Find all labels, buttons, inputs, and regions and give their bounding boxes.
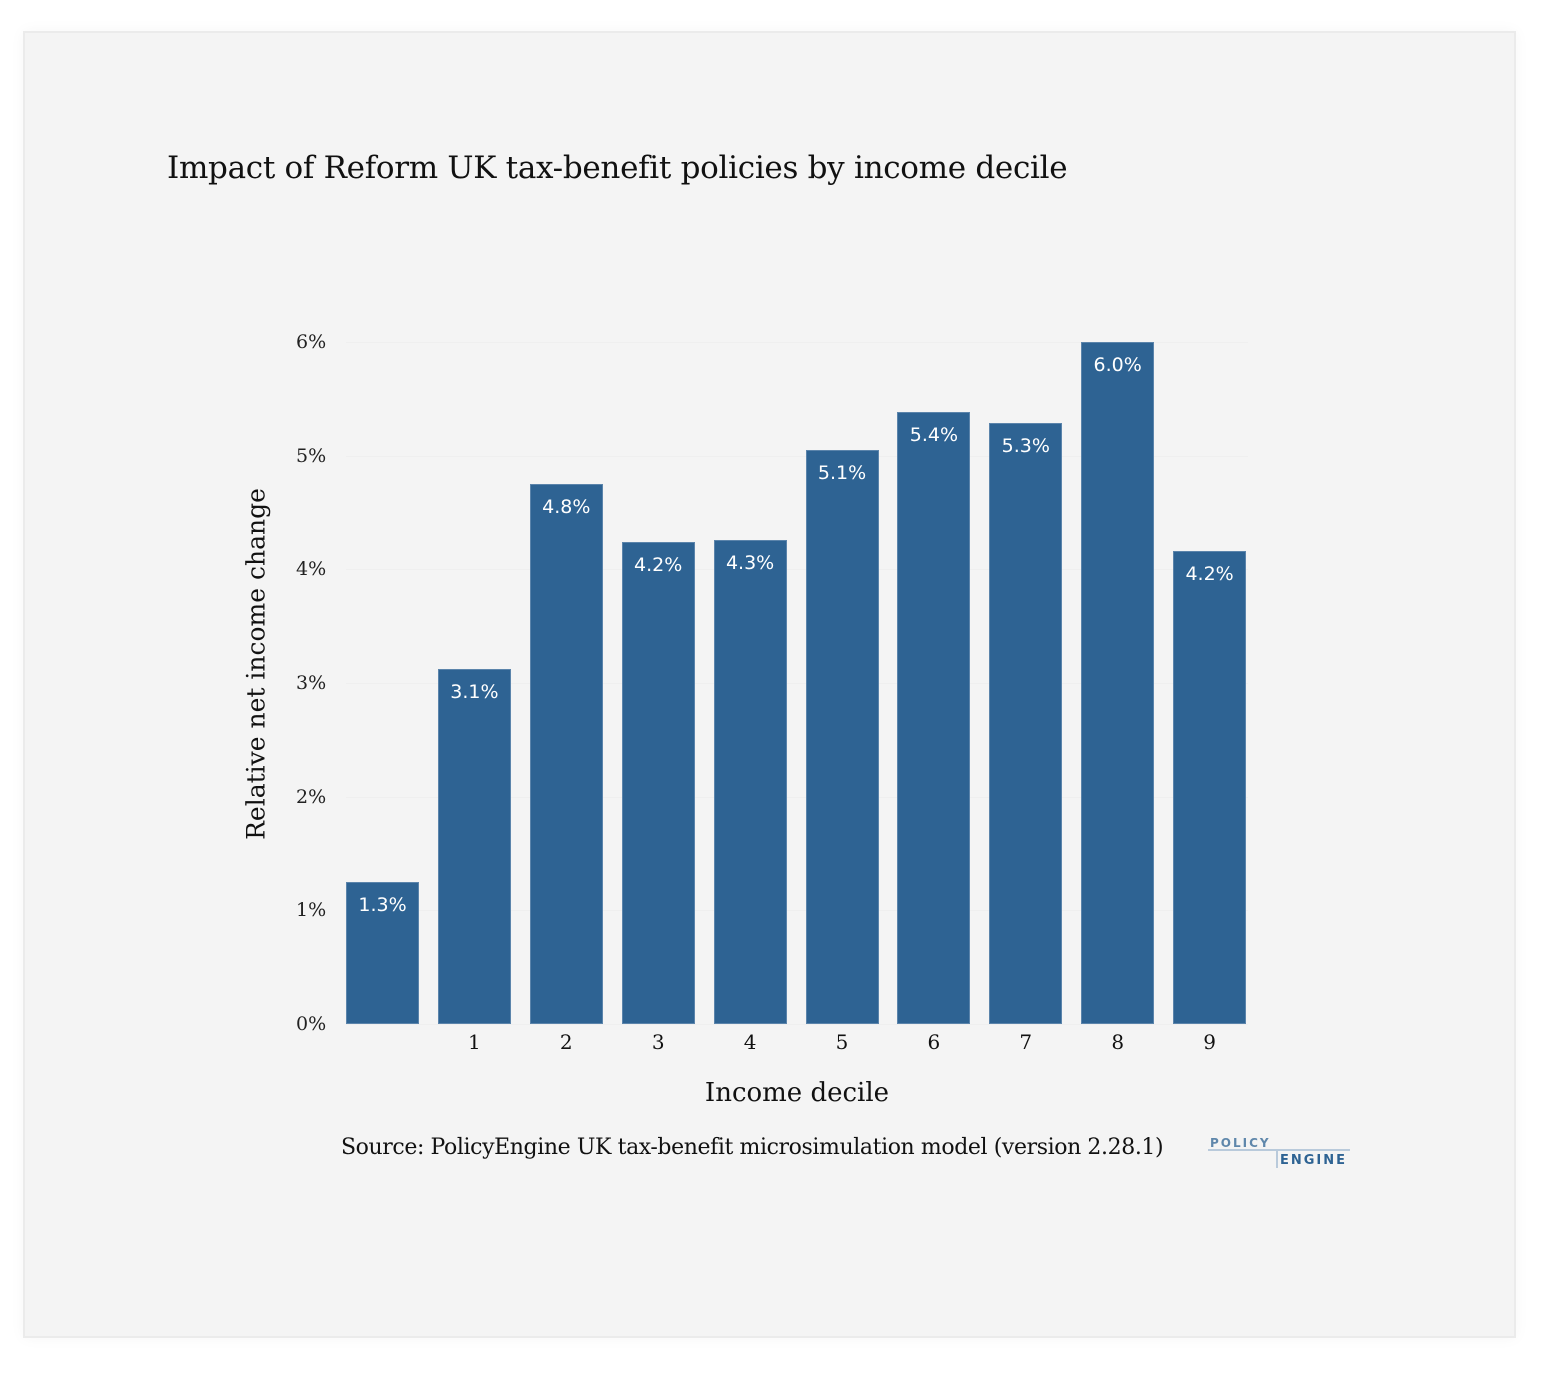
policyengine-logo: POLICY ENGINE bbox=[1208, 1136, 1352, 1172]
logo-text-bottom: ENGINE bbox=[1280, 1153, 1348, 1168]
bar-value-label: 4.2% bbox=[634, 554, 683, 577]
bar-decile-4[interactable]: 4.3% bbox=[713, 539, 787, 1024]
gridline bbox=[346, 342, 1248, 343]
x-axis-label: Income decile bbox=[704, 1078, 890, 1108]
x-tick-label: 4 bbox=[743, 1030, 757, 1054]
gridline bbox=[346, 683, 1248, 684]
bar-value-label: 3.1% bbox=[450, 681, 499, 704]
gridline bbox=[346, 796, 1248, 798]
bar-value-label: 5.1% bbox=[817, 461, 867, 484]
bar-value-label: 4.2% bbox=[1185, 563, 1234, 586]
y-tick-label: 2% bbox=[296, 785, 327, 808]
x-tick-label: 7 bbox=[1019, 1030, 1033, 1054]
x-tick-label: 8 bbox=[1111, 1030, 1125, 1054]
y-tick-label: 4% bbox=[296, 558, 327, 581]
x-tick-label: 1 bbox=[468, 1030, 481, 1054]
gridline bbox=[346, 1024, 1248, 1025]
x-tick-label: 2 bbox=[559, 1030, 573, 1054]
bar-decile-8[interactable]: 6.0% bbox=[1081, 342, 1155, 1024]
bar-value-label: 4.3% bbox=[725, 551, 775, 574]
gridline bbox=[346, 455, 1248, 457]
bar-decile-6[interactable]: 5.4% bbox=[897, 412, 971, 1024]
bar-value-label: 1.3% bbox=[358, 893, 407, 916]
x-tick-label: 9 bbox=[1203, 1030, 1216, 1054]
y-tick-label: 1% bbox=[296, 899, 327, 922]
y-tick-label: 5% bbox=[296, 444, 327, 467]
y-tick-label: 6% bbox=[296, 331, 327, 353]
chart-title: Impact of Reform UK tax-benefit policies… bbox=[167, 150, 1068, 186]
bar-value-label: 5.3% bbox=[1001, 434, 1050, 457]
bar-decile-9[interactable]: 4.2% bbox=[1173, 551, 1247, 1024]
logo-divider bbox=[1208, 1149, 1350, 1151]
y-tick-label: 0% bbox=[296, 1013, 327, 1035]
x-tick-label: 5 bbox=[835, 1030, 849, 1054]
bar-decile-1[interactable]: 3.1% bbox=[437, 669, 511, 1024]
bar-decile-0[interactable]: 1.3% bbox=[346, 881, 419, 1024]
logo-text-top: POLICY bbox=[1210, 1136, 1271, 1150]
bar-value-label: 6.0% bbox=[1093, 354, 1142, 376]
bar-decile-7[interactable]: 5.3% bbox=[989, 422, 1063, 1024]
source-note: Source: PolicyEngine UK tax-benefit micr… bbox=[341, 1135, 1164, 1160]
x-tick-label: 6 bbox=[927, 1030, 941, 1054]
bar-decile-2[interactable]: 4.8% bbox=[529, 484, 603, 1024]
y-axis-label: Relative net income change bbox=[241, 488, 271, 840]
bar-value-label: 4.8% bbox=[542, 496, 591, 519]
bar-decile-5[interactable]: 5.1% bbox=[805, 449, 879, 1024]
gridline bbox=[346, 910, 1248, 912]
bar-value-label: 5.4% bbox=[909, 424, 959, 447]
gridline bbox=[346, 569, 1248, 571]
logo-divider-vertical bbox=[1276, 1150, 1278, 1168]
bar-decile-3[interactable]: 4.2% bbox=[621, 542, 695, 1024]
y-tick-label: 3% bbox=[296, 672, 327, 694]
x-tick-label: 3 bbox=[651, 1030, 665, 1054]
